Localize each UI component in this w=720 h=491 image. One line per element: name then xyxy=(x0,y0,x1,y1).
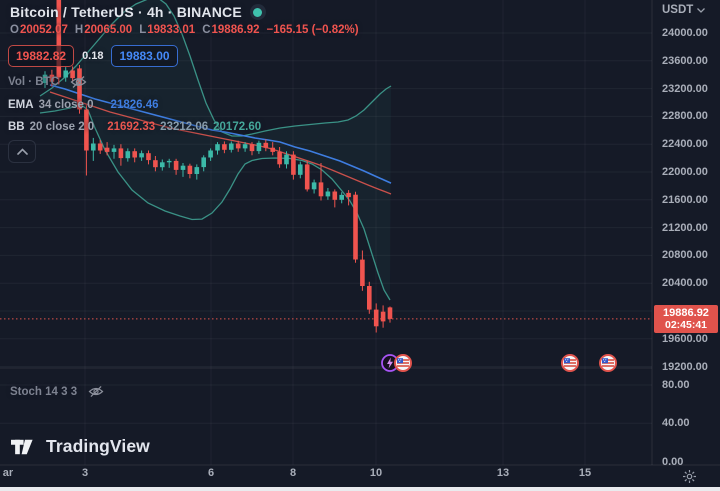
price-tick: 22400.00 xyxy=(662,138,708,150)
stoch-tick: 40.00 xyxy=(662,417,690,429)
ema-name: EMA xyxy=(8,99,34,111)
us-economic-event-icon[interactable] xyxy=(599,354,617,377)
stoch-tick: 80.00 xyxy=(662,379,690,391)
time-tick: 15 xyxy=(578,467,592,479)
time-tick: 13 xyxy=(496,467,510,479)
spread-value: 0.18 xyxy=(82,50,104,62)
price-tick: 20800.00 xyxy=(662,249,708,261)
legend-volume-row: Vol · BTC xyxy=(8,75,87,89)
price-tick: 21200.00 xyxy=(662,222,708,234)
close-value: 19886.92 xyxy=(211,24,260,36)
bb-upper-value: 23212.06 xyxy=(160,121,209,133)
legend-bb-row: BB 20 close 2 0 21692.33 23212.06 20172.… xyxy=(8,121,261,133)
price-axis-currency-button[interactable]: USDT xyxy=(662,4,706,16)
high-value: 20065.00 xyxy=(84,24,133,36)
legend-ema-row: EMA 34 close 0 21826.46 xyxy=(8,99,159,111)
low-label: L xyxy=(139,24,147,36)
price-tick: 22000.00 xyxy=(662,166,708,178)
price-tick: 23200.00 xyxy=(662,83,708,95)
legend-collapse-button[interactable] xyxy=(8,140,36,163)
chevron-down-icon xyxy=(697,7,706,13)
open-label: O xyxy=(10,24,19,36)
symbol-title[interactable]: Bitcoin / TetherUS · 4h · BINANCE xyxy=(10,4,242,20)
stoch-hidden-eye-icon[interactable] xyxy=(88,385,104,398)
us-economic-event-icon[interactable] xyxy=(394,354,412,377)
market-open-dot xyxy=(253,7,263,17)
price-tick: 20400.00 xyxy=(662,277,708,289)
ema-params: 34 close 0 xyxy=(38,99,94,111)
chevron-up-icon xyxy=(16,148,28,155)
high-label: H xyxy=(74,24,84,36)
price-tick: 21600.00 xyxy=(662,194,708,206)
ohlc-readout: O 20052.07 H 20065.00 L 19833.01 C 19886.92 … xyxy=(10,24,359,36)
time-tick: ar xyxy=(2,467,14,479)
price-tick: 19600.00 xyxy=(662,333,708,345)
trade-buttons: 19882.82 0.18 19883.00 xyxy=(8,45,178,67)
price-tick: 23600.00 xyxy=(662,55,708,67)
price-tick: 24000.00 xyxy=(662,27,708,39)
legend-stoch-row: Stoch 14 3 3 xyxy=(10,385,104,398)
time-tick: 8 xyxy=(289,467,297,479)
price-tick: 22800.00 xyxy=(662,110,708,122)
price-tick: 19200.00 xyxy=(662,361,708,373)
market-status-icon[interactable] xyxy=(249,4,266,20)
currency-label: USDT xyxy=(662,4,694,16)
us-economic-event-icon[interactable] xyxy=(561,354,579,377)
bb-name: BB xyxy=(8,121,25,133)
ema-value: 21826.46 xyxy=(110,99,159,111)
low-value: 19833.01 xyxy=(147,24,196,36)
stoch-label: Stoch 14 3 3 xyxy=(10,385,78,398)
close-label: C xyxy=(202,24,211,36)
bb-lower-value: 20172.60 xyxy=(213,121,262,133)
time-tick: 10 xyxy=(369,467,383,479)
tradingview-watermark-text: TradingView xyxy=(46,436,150,456)
time-tick: 6 xyxy=(207,467,215,479)
sell-button[interactable]: 19882.82 xyxy=(8,45,75,67)
change-value: −165.15 (−0.82%) xyxy=(266,24,359,36)
last-price-label: 19886.92 02:45:41 xyxy=(654,305,718,333)
volume-label: Vol · BTC xyxy=(8,76,59,88)
bar-countdown: 02:45:41 xyxy=(664,319,708,331)
stoch-tick: 0.00 xyxy=(662,456,684,468)
buy-button[interactable]: 19883.00 xyxy=(111,45,178,67)
tradingview-watermark[interactable]: TradingView xyxy=(11,436,150,457)
axis-settings-gear-icon[interactable] xyxy=(682,469,697,489)
last-price-value: 19886.92 xyxy=(663,307,709,319)
bb-basis-value: 21692.33 xyxy=(107,121,156,133)
symbol-header: Bitcoin / TetherUS · 4h · BINANCE xyxy=(10,4,266,20)
open-value: 20052.07 xyxy=(19,24,68,36)
bottom-edge-strip xyxy=(0,487,720,491)
bb-params: 20 close 2 0 xyxy=(29,121,95,133)
time-tick: 3 xyxy=(81,467,89,479)
tradingview-logo-icon xyxy=(11,439,33,454)
volume-hidden-eye-icon[interactable] xyxy=(70,75,87,89)
crypto-event-icon[interactable] xyxy=(381,354,399,377)
